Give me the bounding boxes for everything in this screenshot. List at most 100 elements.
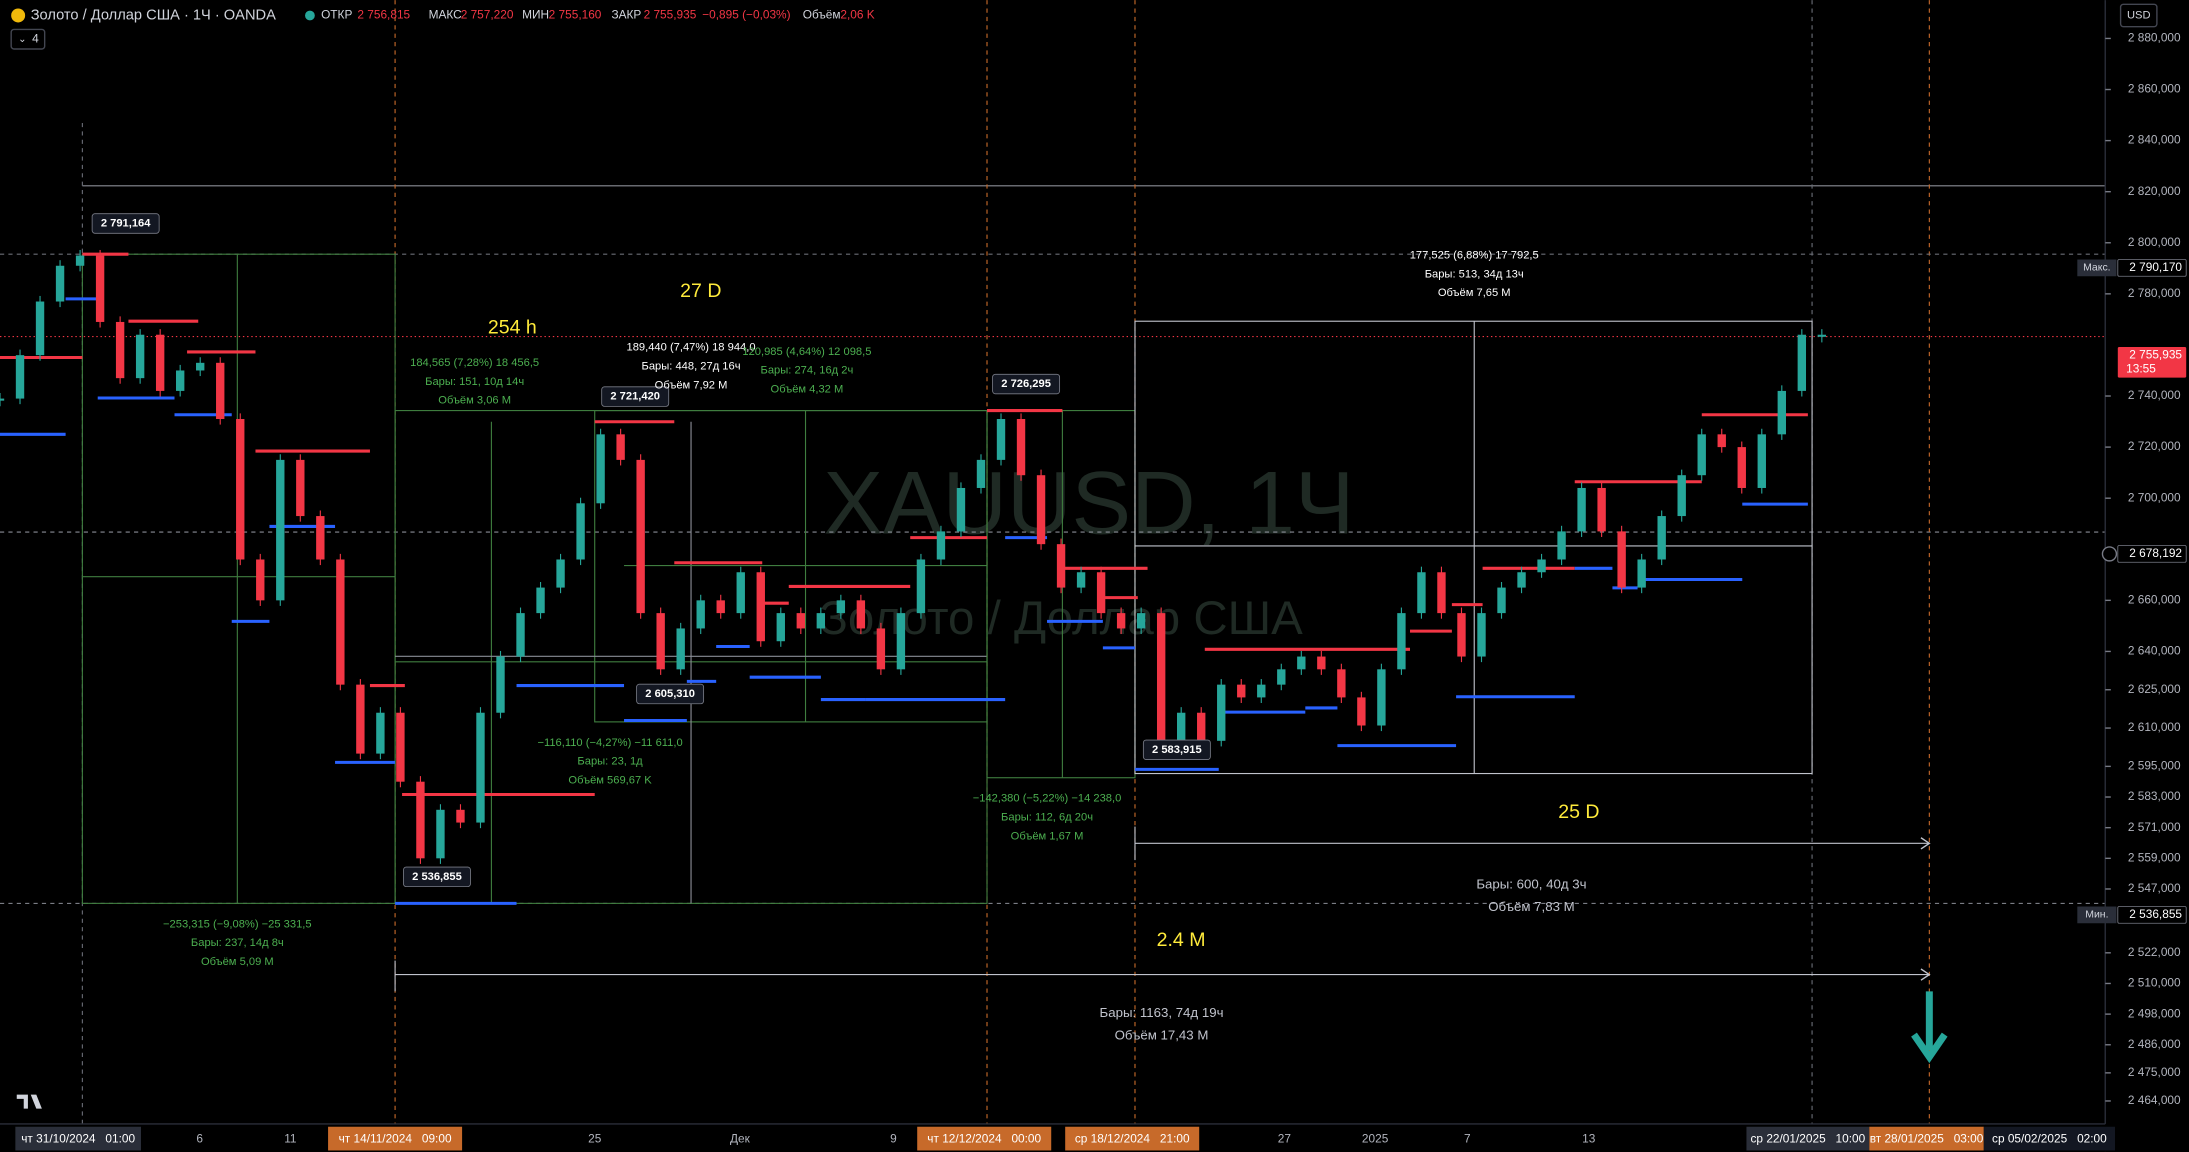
candle (416, 781, 425, 859)
time-label: 7 (1464, 1131, 1471, 1145)
symbol[interactable]: Золото / Доллар США · 1Ч · OANDA (31, 7, 276, 23)
candle (516, 613, 525, 657)
measure-text: Бары: 151, 10д 14ч (425, 376, 524, 388)
price-callout (403, 866, 471, 888)
watermark-symbol: XAUUSD, 1Ч (823, 452, 1354, 552)
candle (1437, 572, 1446, 614)
candle (95, 255, 105, 322)
candle (1096, 572, 1106, 614)
crosshair-plus[interactable] (2101, 546, 2118, 562)
price-tick-label: 2 740,000 (2128, 388, 2181, 402)
candle (196, 362, 205, 371)
measure-text: 184,565 (7,28%) 18 456,5 (410, 357, 539, 369)
candle (1036, 475, 1046, 545)
annotation: 254 h (488, 316, 537, 338)
candle (75, 255, 85, 266)
price-callout (91, 213, 160, 234)
price-marker (2117, 259, 2187, 277)
candle (1297, 656, 1306, 670)
currency[interactable]: USD (2127, 9, 2151, 21)
price-tick-label: 2 840,000 (2128, 133, 2181, 147)
price-tick-label: 2 880,000 (2128, 31, 2181, 45)
candle (1317, 656, 1326, 670)
price-tick-label: 2 464,000 (2128, 1093, 2181, 1107)
candle (1477, 613, 1486, 657)
price-marker-label: 2 678,192 (2129, 546, 2182, 560)
price-marker-label: 2 790,170 (2129, 260, 2182, 274)
down-arrow (1911, 991, 1948, 1064)
candle (716, 600, 725, 614)
price-callout (1142, 739, 1211, 760)
candle (656, 613, 665, 670)
price-tick-label: 2 780,000 (2128, 286, 2181, 300)
price-tick-label: 2 720,000 (2128, 439, 2181, 453)
price-tick-label: 2 700,000 (2128, 490, 2181, 504)
candle (1056, 544, 1066, 588)
price-tick-label: 2 571,000 (2128, 820, 2181, 834)
currency-button[interactable] (2119, 3, 2158, 28)
measure-text: Бары: 237, 14д 8ч (191, 937, 284, 949)
price-tick-label: 2 610,000 (2128, 720, 2181, 734)
candle (616, 434, 625, 460)
candle (856, 600, 866, 629)
marker-tag-bg (2077, 906, 2117, 924)
candle (1617, 531, 1626, 588)
time-label: вт 28/01/2025 03:00 (1870, 1131, 1984, 1145)
price-tick-label: 2 559,000 (2128, 850, 2181, 864)
price-callout-text: 2 721,420 (610, 391, 660, 403)
candle (496, 656, 505, 713)
candle (396, 712, 405, 782)
candle (175, 370, 185, 391)
candle (1717, 434, 1726, 448)
volume-label: Объём (803, 8, 841, 22)
candle (1737, 447, 1746, 488)
measure-text: −142,380 (−5,22%) −14 238,0 (973, 793, 1122, 805)
candle (1357, 697, 1366, 726)
candle (1557, 531, 1566, 560)
candle (1497, 587, 1506, 614)
candle (576, 503, 585, 560)
time-highlight (1983, 1126, 2116, 1151)
candle (115, 321, 125, 379)
high-label: МАКС (429, 8, 463, 22)
measure-text: Бары: 600, 40д 3ч (1476, 877, 1586, 892)
candle (0, 398, 5, 401)
measure-text: 177,525 (6,88%) 17 792,5 (1410, 250, 1539, 262)
measure-box (1134, 320, 1813, 775)
measure-text: Бары: 23, 1д (577, 756, 643, 768)
time-label: 25 (588, 1131, 602, 1145)
indicator-toggle[interactable] (10, 28, 46, 50)
candle (1197, 712, 1206, 741)
candle (276, 459, 285, 601)
candle (1377, 669, 1386, 726)
time-label: чт 14/11/2024 09:00 (339, 1131, 452, 1145)
price-tick-label: 2 475,000 (2128, 1065, 2181, 1079)
candle (256, 559, 265, 601)
high-value: 2 757,220 (461, 8, 514, 22)
candle (736, 572, 745, 614)
time-label: Дек (730, 1131, 751, 1145)
open-value: 2 756,815 (357, 8, 410, 22)
time-label: 2025 (1362, 1131, 1389, 1145)
low-label: МИН (522, 8, 549, 22)
annotation: 27 D (680, 280, 721, 302)
price-tick-label: 2 510,000 (2128, 976, 2181, 990)
price-tick-label: 2 640,000 (2128, 644, 2181, 658)
countdown: 13:55 (2126, 361, 2156, 375)
time-label: 11 (284, 1131, 297, 1145)
annotation: 25 D (1558, 801, 1599, 823)
price-tick-label: 2 800,000 (2128, 235, 2181, 249)
market-status (305, 10, 315, 21)
time-label: 6 (196, 1131, 203, 1145)
price-marker (2117, 906, 2187, 924)
candle (376, 712, 385, 754)
price-tick-label: 2 583,000 (2128, 789, 2181, 803)
close-label: ЗАКР (611, 8, 641, 22)
time-highlight (1746, 1126, 1870, 1151)
marker-tag-bg (2077, 259, 2117, 277)
candle (1757, 434, 1766, 488)
candle (1677, 475, 1686, 517)
price-tick-label: 2 522,000 (2128, 945, 2181, 959)
candle (936, 531, 946, 560)
candle (1817, 334, 1827, 337)
